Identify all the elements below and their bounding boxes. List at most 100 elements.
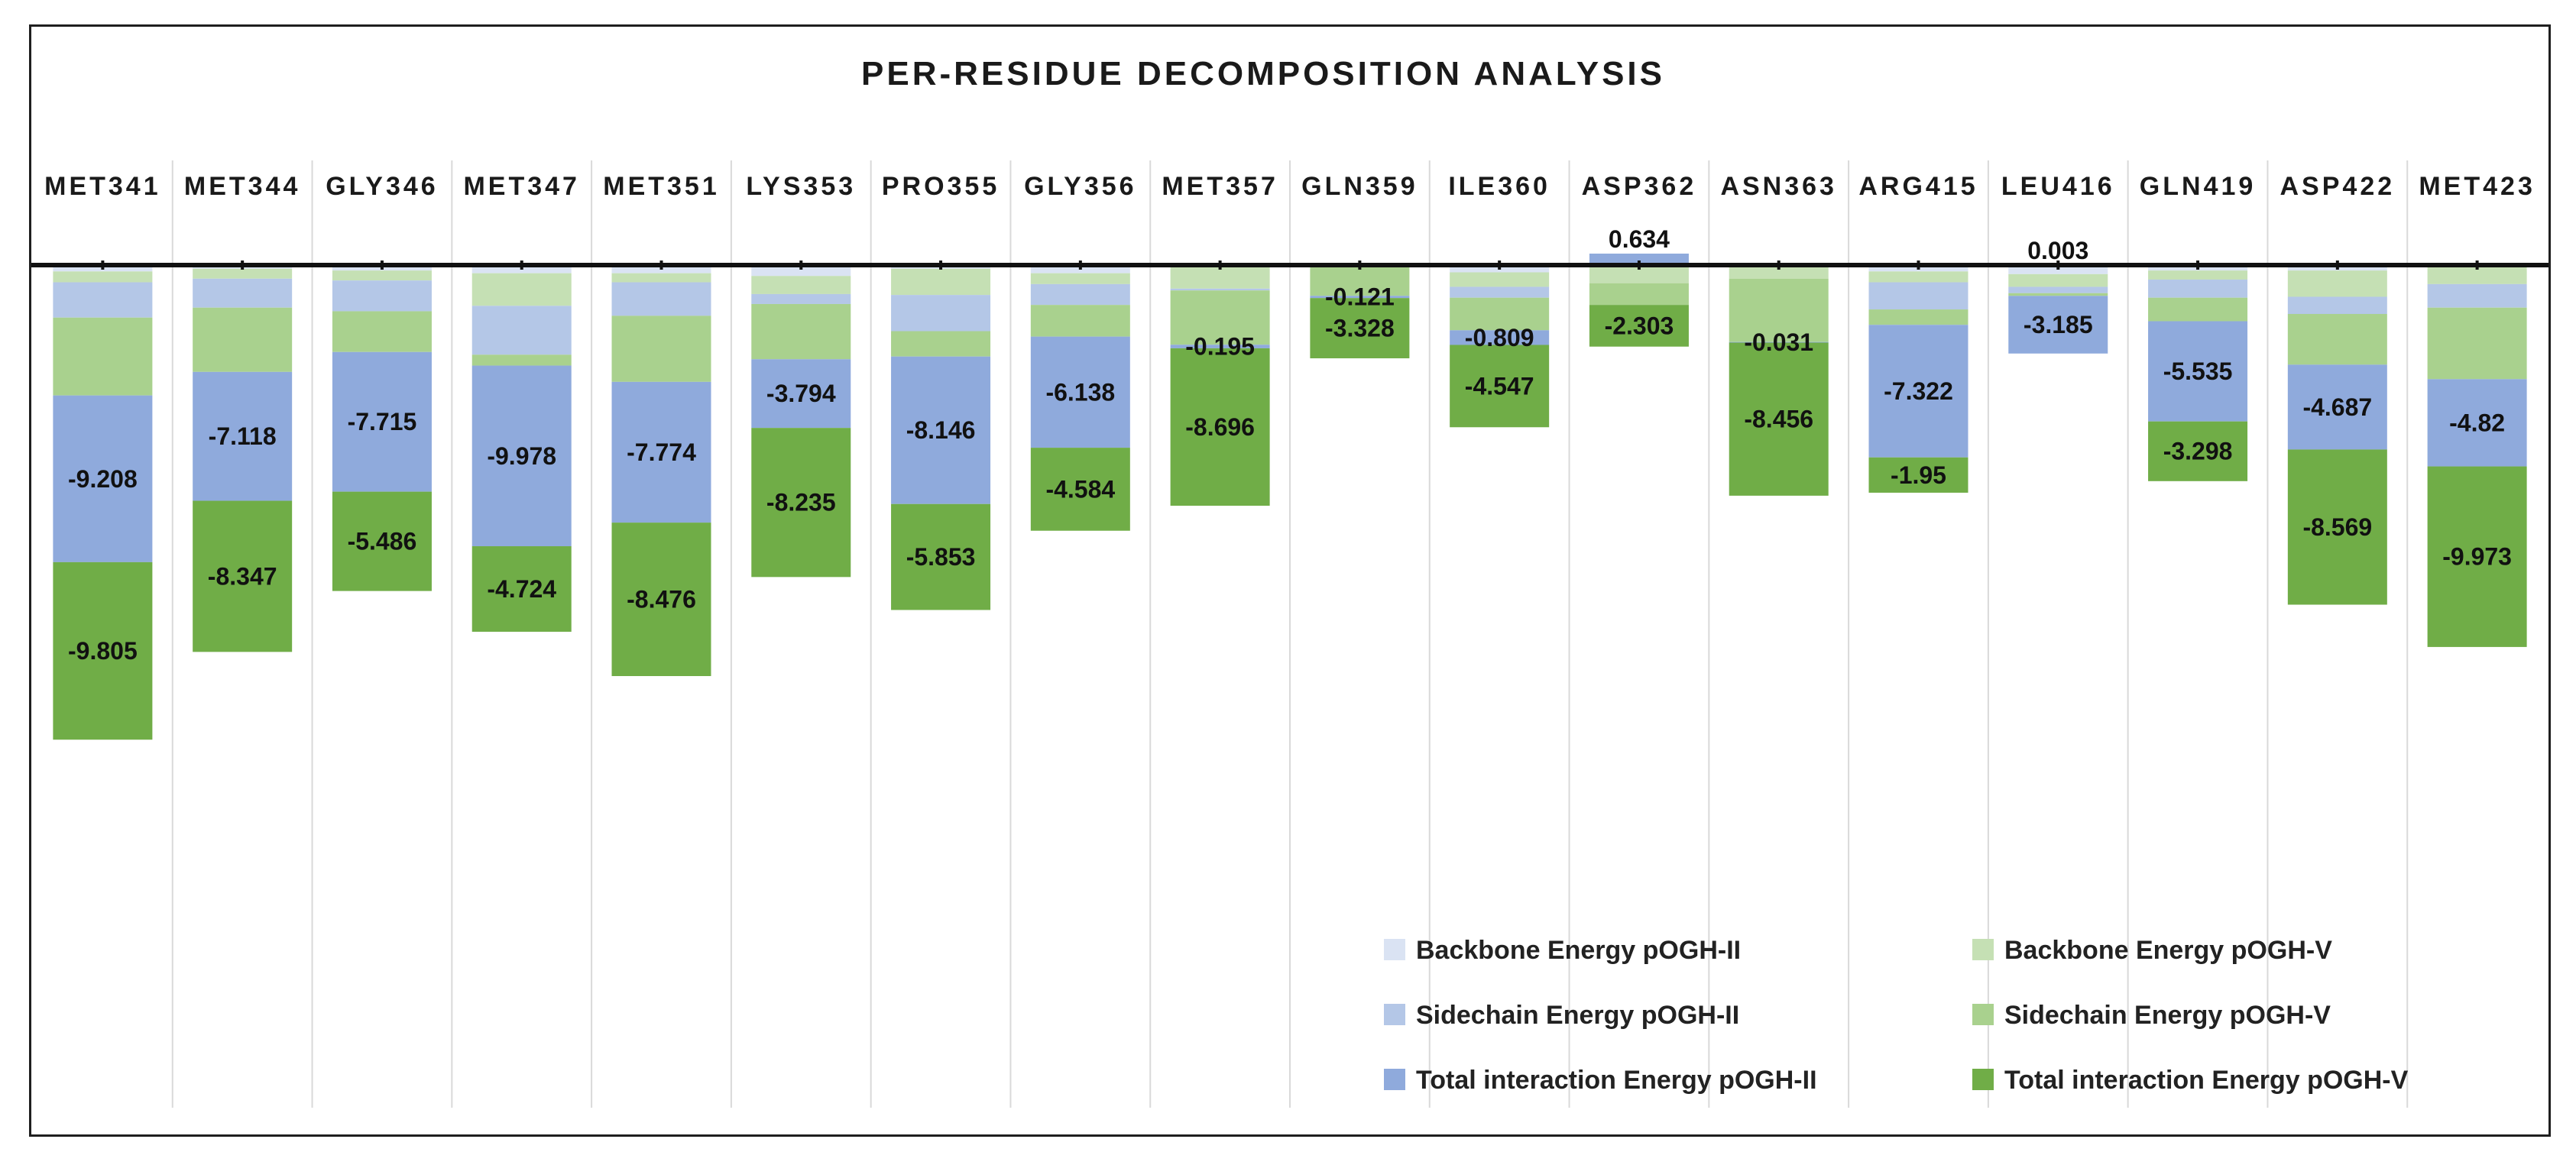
data-label-total-interaction-energy-pogh-ii-met344: -7.118 <box>209 422 277 450</box>
category-label-gly346: GLY346 <box>326 172 439 201</box>
data-label-total-interaction-energy-pogh-ii-leu416: -3.185 <box>2024 311 2093 338</box>
category-label-met357: MET357 <box>1162 172 1278 201</box>
bar-total-interaction-energy-pogh-v-gly346 <box>332 491 432 591</box>
category-label-met423: MET423 <box>2419 172 2535 201</box>
legend-label-backbone-energy-pogh-ii: Backbone Energy pOGH-II <box>1416 936 1741 965</box>
bar-total-interaction-energy-pogh-ii-met341 <box>53 395 153 562</box>
bar-total-interaction-energy-pogh-ii-ile360 <box>1450 330 1550 345</box>
legend-swatch-backbone-energy-pogh-v <box>1972 939 1994 960</box>
bar-backbone-energy-pogh-ii-lys353 <box>751 265 851 277</box>
bar-total-interaction-energy-pogh-ii-met344 <box>193 371 293 501</box>
category-label-gln419: GLN419 <box>2140 172 2257 201</box>
bar-total-interaction-energy-pogh-v-met344 <box>193 500 293 652</box>
bar-sidechain-energy-pogh-ii-asp422 <box>2287 296 2387 314</box>
bar-total-interaction-energy-pogh-ii-asp422 <box>2287 364 2387 450</box>
bars-layer <box>53 160 2527 1108</box>
data-label-total-interaction-energy-pogh-v-asp362: -2.303 <box>1605 312 1674 339</box>
data-label-total-interaction-energy-pogh-ii-gln419: -5.535 <box>2163 358 2233 385</box>
category-labels-layer: MET341 MET344 GLY346 MET347 MET351 LYS353 PRO3… <box>44 172 2535 201</box>
bar-total-interaction-energy-pogh-ii-met351 <box>611 381 711 523</box>
category-label-asp422: ASP422 <box>2280 172 2396 201</box>
bar-sidechain-energy-pogh-v-asp362 <box>1589 283 1689 306</box>
data-label-total-interaction-energy-pogh-v-met341: -9.805 <box>68 637 138 665</box>
data-label-total-interaction-energy-pogh-v-ile360: -4.547 <box>1465 372 1534 400</box>
bar-backbone-energy-pogh-v-gly346 <box>332 270 432 281</box>
data-label-total-interaction-energy-pogh-ii-gln359: -0.121 <box>1325 283 1395 311</box>
bar-sidechain-energy-pogh-ii-pro355 <box>891 295 991 332</box>
bar-sidechain-energy-pogh-ii-met347 <box>471 306 572 355</box>
category-label-arg415: ARG415 <box>1858 172 1978 201</box>
data-label-total-interaction-energy-pogh-v-lys353: -8.235 <box>766 489 836 516</box>
chart-frame: PER-RESIDUE DECOMPOSITION ANALYSIS -9.20… <box>29 24 2551 1137</box>
bar-sidechain-energy-pogh-v-met423 <box>2427 307 2527 380</box>
legend-swatch-sidechain-energy-pogh-ii <box>1384 1004 1405 1025</box>
bar-sidechain-energy-pogh-ii-gln419 <box>2148 279 2248 298</box>
bar-total-interaction-energy-pogh-v-asp362 <box>1589 305 1689 347</box>
data-label-total-interaction-energy-pogh-v-met347: -4.724 <box>487 575 556 603</box>
category-label-pro355: PRO355 <box>882 172 1000 201</box>
bar-total-interaction-energy-pogh-v-met347 <box>471 546 572 632</box>
chart-svg: PER-RESIDUE DECOMPOSITION ANALYSIS -9.20… <box>31 55 2548 1108</box>
bar-sidechain-energy-pogh-ii-gly346 <box>332 280 432 312</box>
data-label-total-interaction-energy-pogh-ii-asn363: -0.031 <box>1744 328 1813 356</box>
data-label-total-interaction-energy-pogh-v-gln419: -3.298 <box>2163 438 2233 465</box>
legend-swatch-sidechain-energy-pogh-v <box>1972 1004 1994 1025</box>
category-label-leu416: LEU416 <box>2001 172 2115 201</box>
bar-sidechain-energy-pogh-v-met347 <box>471 354 572 366</box>
bar-backbone-energy-pogh-v-pro355 <box>891 268 991 296</box>
category-label-gln359: GLN359 <box>1301 172 1418 201</box>
bar-total-interaction-energy-pogh-ii-gln419 <box>2148 321 2248 422</box>
bar-sidechain-energy-pogh-v-gly356 <box>1030 305 1130 337</box>
bar-sidechain-energy-pogh-v-met344 <box>193 307 293 372</box>
bar-total-interaction-energy-pogh-ii-met357 <box>1170 345 1270 348</box>
data-label-total-interaction-energy-pogh-v-arg415: -1.95 <box>1891 461 1946 489</box>
bar-backbone-energy-pogh-v-asn363 <box>1729 265 1829 279</box>
bar-backbone-energy-pogh-v-met341 <box>53 271 153 283</box>
bar-total-interaction-energy-pogh-v-met423 <box>2427 466 2527 647</box>
legend-label-sidechain-energy-pogh-ii: Sidechain Energy pOGH-II <box>1416 1001 1739 1030</box>
bar-total-interaction-energy-pogh-ii-asp362 <box>1589 253 1689 265</box>
bar-sidechain-energy-pogh-ii-lys353 <box>751 293 851 304</box>
bar-sidechain-energy-pogh-ii-met344 <box>193 278 293 308</box>
bar-sidechain-energy-pogh-v-met341 <box>53 317 153 396</box>
data-label-total-interaction-energy-pogh-v-pro355: -5.853 <box>906 543 976 571</box>
bar-backbone-energy-pogh-v-gly356 <box>1030 273 1130 284</box>
bar-backbone-energy-pogh-v-ile360 <box>1450 272 1550 287</box>
data-label-total-interaction-energy-pogh-v-gly346: -5.486 <box>348 528 417 555</box>
data-label-total-interaction-energy-pogh-ii-lys353: -3.794 <box>766 380 836 407</box>
legend-label-total-interaction-energy-pogh-v: Total interaction Energy pOGH-V <box>2004 1066 2409 1095</box>
category-label-gly356: GLY356 <box>1024 172 1137 201</box>
bar-total-interaction-energy-pogh-ii-gln359 <box>1310 296 1410 299</box>
bar-backbone-energy-pogh-v-lys353 <box>751 276 851 294</box>
bar-backbone-energy-pogh-v-leu416 <box>2008 273 2108 287</box>
bar-total-interaction-energy-pogh-v-pro355 <box>891 503 991 610</box>
bar-sidechain-energy-pogh-ii-leu416 <box>2008 286 2108 293</box>
data-label-total-interaction-energy-pogh-ii-met347: -9.978 <box>487 442 556 470</box>
bar-total-interaction-energy-pogh-v-gln419 <box>2148 421 2248 481</box>
data-labels-layer: -9.208 -9.805 -7.118 -8.347 -7.715 -5.486 -9.9… <box>31 225 2548 665</box>
data-label-total-interaction-energy-pogh-ii-gly346: -7.715 <box>348 408 417 435</box>
bar-sidechain-energy-pogh-ii-arg415 <box>1868 282 1968 310</box>
legend-swatch-total-interaction-energy-pogh-v <box>1972 1069 1994 1090</box>
bar-total-interaction-energy-pogh-ii-asn363 <box>1729 341 1829 343</box>
legend: Backbone Energy pOGH-II Backbone Energy p… <box>1384 936 2409 1095</box>
bar-sidechain-energy-pogh-v-met351 <box>611 316 711 382</box>
bar-total-interaction-energy-pogh-ii-gly356 <box>1030 336 1130 448</box>
bar-total-interaction-energy-pogh-v-met351 <box>611 523 711 676</box>
bar-sidechain-energy-pogh-v-ile360 <box>1450 297 1550 331</box>
bar-backbone-energy-pogh-v-met351 <box>611 273 711 283</box>
bar-sidechain-energy-pogh-v-arg415 <box>1868 309 1968 325</box>
data-label-total-interaction-energy-pogh-v-gly356: -4.584 <box>1045 475 1115 503</box>
category-label-met351: MET351 <box>603 172 720 201</box>
bar-sidechain-energy-pogh-ii-met423 <box>2427 283 2527 308</box>
data-label-total-interaction-energy-pogh-v-met357: -8.696 <box>1185 413 1255 441</box>
data-label-total-interaction-energy-pogh-ii-asp362: 0.634 <box>1609 225 1670 253</box>
bar-sidechain-energy-pogh-ii-met357 <box>1170 288 1270 291</box>
legend-label-backbone-energy-pogh-v: Backbone Energy pOGH-V <box>2004 936 2332 965</box>
bar-total-interaction-energy-pogh-ii-gly346 <box>332 351 432 492</box>
legend-label-total-interaction-energy-pogh-ii: Total interaction Energy pOGH-II <box>1416 1066 1817 1095</box>
bar-total-interaction-energy-pogh-ii-arg415 <box>1868 325 1968 458</box>
bar-sidechain-energy-pogh-v-asp422 <box>2287 313 2387 365</box>
data-label-total-interaction-energy-pogh-v-asn363: -8.456 <box>1744 406 1813 433</box>
bar-sidechain-energy-pogh-v-pro355 <box>891 331 991 357</box>
